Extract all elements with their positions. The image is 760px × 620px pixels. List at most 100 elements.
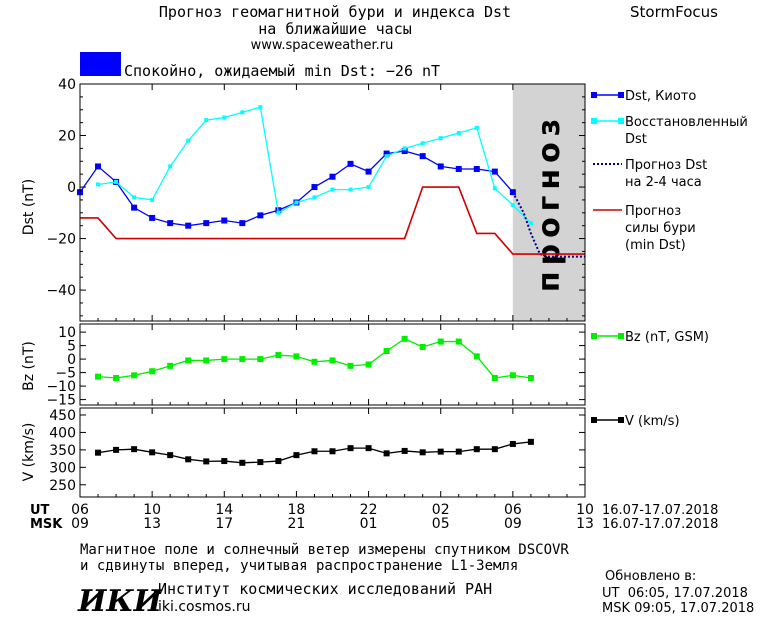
dst-series-1-point (222, 115, 227, 120)
dst-y-ticks: 40 20 0 −20 −40 (46, 77, 586, 321)
dst-legend-item-1-label: Dst (625, 132, 647, 147)
bz-series-0-point (419, 343, 426, 350)
bz-y-tick-label: −10 (46, 379, 76, 395)
iki-logo: ИКИ (77, 584, 164, 619)
dst-legend-item-1-marker (591, 118, 597, 124)
dst-legend-item-0-marker-end (618, 92, 624, 98)
updated-label: Обновлено в: (605, 569, 696, 584)
bz-series-0-point (455, 338, 462, 345)
ut-tick-label: 06 (504, 502, 522, 518)
v-y-tick-label: 300 (49, 460, 76, 476)
dst-series-0-point (149, 214, 156, 221)
v-series-0-point (275, 458, 282, 465)
bz-frame (79, 323, 586, 406)
updated-ut: UT 06:05, 17.07.2018 (602, 586, 748, 601)
dst-legend-item-0-marker (591, 92, 597, 98)
dst-series-0-point (185, 222, 192, 229)
msk-tick-label: 09 (504, 516, 522, 532)
title-line-1: Прогноз геомагнитной бури и индекса Dst (159, 3, 511, 21)
msk-date-range: 16.07-17.07.2018 (602, 517, 718, 532)
dst-series-1-point (150, 197, 155, 202)
satellite-note-line-1: Магнитное поле и солнечный ветер измерен… (80, 542, 569, 558)
dst-y-tick-label: 0 (67, 180, 76, 196)
v-series-0-point (149, 449, 156, 456)
v-series-0-point (437, 448, 444, 455)
v-series-0-point (455, 448, 462, 455)
ut-tick-label: 06 (71, 502, 89, 518)
msk-tick-label: 05 (432, 516, 450, 532)
ut-date-range: 16.07-17.07.2018 (602, 503, 718, 518)
bz-series-0-point (311, 358, 318, 365)
v-series-0-point (401, 447, 408, 454)
header: Прогноз геомагнитной бури и индекса Dst … (80, 3, 718, 80)
dst-series-0-line (79, 150, 514, 227)
dst-legend-item-1-marker-end (618, 118, 624, 124)
dst-legend-item-2-label: Прогноз Dst (625, 158, 707, 173)
dst-series-1-point (240, 110, 245, 115)
dst-series-1-point (492, 186, 497, 191)
dst-series-1-point (312, 195, 317, 200)
bz-series-0-point (167, 362, 174, 369)
bz-legend-item-marker (591, 333, 597, 339)
v-y-tick-label: 350 (49, 443, 76, 459)
time-axis: UT MSK 06091013141718212201020506091013 … (30, 502, 718, 532)
footer: Магнитное поле и солнечный ветер измерен… (77, 542, 754, 619)
dst-series-1-point (276, 210, 281, 215)
bz-series-0-point (113, 375, 120, 381)
title-line-2: на ближайшие часы (258, 20, 412, 38)
status-text: Спокойно, ожидаемый min Dst: −26 nT (124, 62, 440, 80)
dst-series-0-point (383, 150, 390, 157)
ut-axis-label: UT (30, 503, 50, 518)
dst-series-0-point (167, 220, 174, 227)
ut-tick-label: 22 (360, 502, 378, 518)
dst-series-0-point (437, 163, 444, 170)
site-url: www.spaceweather.ru (251, 38, 394, 53)
forecast-band (512, 84, 585, 321)
msk-tick-label: 13 (576, 516, 594, 532)
bz-series-0-point (95, 373, 102, 380)
bz-series-0-point (365, 361, 372, 368)
bz-y-tick-label: 10 (58, 325, 76, 341)
updated-msk: MSK 09:05, 17.07.2018 (602, 601, 754, 616)
dst-legend-item-1-label: Восстановленный (625, 115, 748, 130)
dst-y-tick-label: −20 (46, 232, 76, 248)
dst-legend: Dst, Киото Восстановленный Dst Прогноз Dst н… (591, 89, 748, 253)
bz-legend-item-marker-end (618, 333, 624, 339)
dst-series-0-point (365, 168, 372, 175)
dst-y-tick-label: −40 (46, 283, 76, 299)
bz-series-0-point (239, 356, 246, 363)
v-series-0-point (473, 446, 480, 453)
v-series-0-point (491, 446, 498, 453)
bz-series-0-point (383, 348, 390, 354)
bz-series-0-point (149, 368, 156, 375)
dst-series-1-point (330, 187, 335, 192)
dst-series-1-point (348, 187, 353, 192)
bz-axis-label: Bz (nT) (21, 341, 37, 391)
msk-tick-label: 09 (71, 516, 89, 532)
bz-series-0-point (203, 357, 210, 364)
dst-series-0-point (311, 184, 318, 191)
dst-series-1-point (438, 136, 443, 141)
v-series-0-point (167, 452, 174, 459)
dst-series-1-point (474, 125, 479, 130)
v-series-0-point (383, 450, 390, 457)
satellite-note-line-2: и сдвинуты вперед, учитывая распростране… (80, 558, 518, 574)
brand-name: StormFocus (630, 3, 718, 21)
dst-series-group (77, 105, 585, 258)
bz-series-0-point (509, 372, 516, 379)
dst-series-1-point (258, 105, 263, 110)
bz-legend: Bz (nT, GSM) (591, 330, 709, 345)
v-series-0-point (203, 458, 210, 465)
dst-series-1-point (96, 182, 101, 187)
dst-series-1-point (402, 146, 407, 151)
dst-legend-item-3-label: Прогноз (625, 204, 681, 219)
v-y-tick-label: 400 (49, 425, 76, 441)
dst-series-0-point (131, 204, 138, 211)
ut-tick-label: 18 (288, 502, 306, 518)
dst-series-0-point (401, 147, 408, 154)
bz-series-0-point (293, 353, 300, 360)
v-series-0-point (365, 445, 372, 452)
dst-series-1-point (168, 164, 173, 169)
v-legend-item-marker-end (618, 417, 624, 423)
